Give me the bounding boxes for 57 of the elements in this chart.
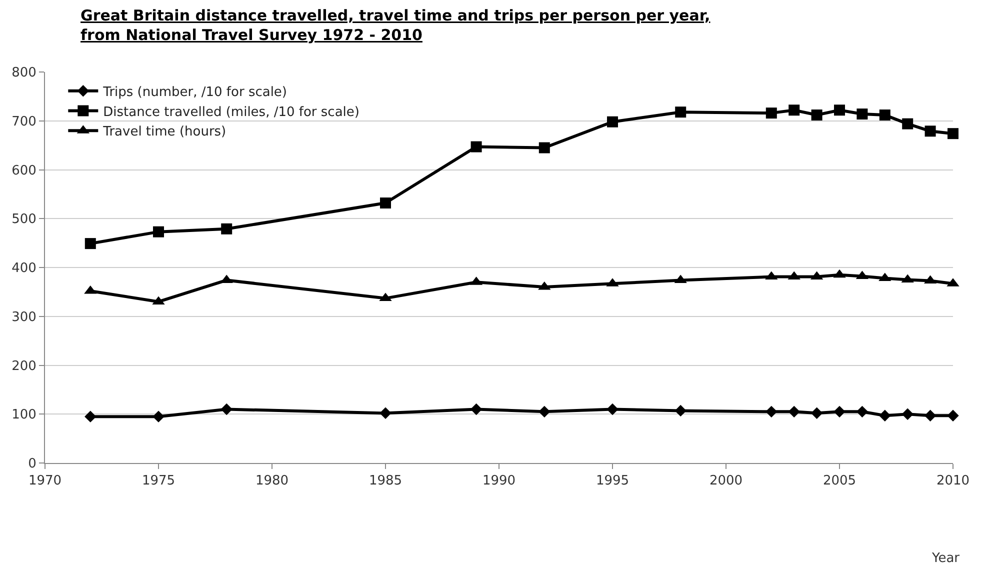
x-axis-title: Year — [931, 551, 960, 566]
y-tick-label: 100 — [12, 408, 36, 423]
x-tick-label: 1990 — [482, 474, 516, 489]
point — [220, 403, 232, 416]
point — [470, 403, 482, 416]
point — [380, 407, 392, 419]
point — [152, 410, 164, 422]
x-tick-label: 2000 — [709, 474, 743, 489]
y-tick-label: 400 — [12, 261, 36, 276]
legend-label: Distance travelled (miles, /10 for scale) — [103, 104, 360, 120]
x-tick-label: 1970 — [28, 474, 62, 489]
point — [674, 404, 686, 417]
point — [902, 118, 914, 130]
point — [470, 141, 482, 152]
point — [902, 408, 914, 420]
point — [153, 226, 164, 238]
point — [947, 410, 959, 422]
y-tick-label: 700 — [12, 114, 36, 130]
point — [788, 406, 800, 418]
point — [948, 128, 958, 140]
point — [607, 116, 618, 128]
x-tick-label: 1985 — [368, 474, 402, 489]
point — [84, 410, 96, 422]
point — [810, 407, 823, 419]
y-tick-label: 0 — [28, 456, 36, 472]
point — [924, 410, 936, 422]
y-tick-label: 800 — [12, 66, 36, 81]
legend-label: Travel time (hours) — [102, 124, 226, 140]
x-tick-label: 2010 — [936, 474, 970, 489]
point — [879, 110, 890, 121]
chart-title: Great Britain distance travelled, travel time and trips per person per year, from National Travel Survey 1972 - 2010 — [80, 6, 710, 44]
point — [221, 223, 232, 234]
y-tick-label: 500 — [12, 212, 36, 228]
y-tick-label: 300 — [12, 310, 36, 325]
point — [675, 106, 686, 118]
x-tick-label: 2005 — [822, 474, 856, 489]
point — [766, 406, 778, 418]
point — [538, 142, 550, 154]
point — [606, 403, 618, 416]
point — [924, 126, 936, 137]
y-tick-label: 200 — [12, 358, 36, 374]
point — [856, 108, 868, 120]
x-tick-label: 1980 — [255, 474, 289, 489]
point — [84, 238, 96, 250]
point — [834, 104, 845, 116]
point — [856, 406, 868, 418]
legend-label: Trips (number, /10 for scale) — [102, 84, 288, 100]
y-tick-label: 600 — [12, 163, 36, 178]
point — [834, 406, 846, 418]
x-tick-label: 1975 — [142, 474, 176, 489]
point — [538, 406, 550, 418]
point — [879, 410, 891, 422]
point — [380, 197, 391, 208]
point — [766, 108, 777, 119]
point — [811, 110, 822, 121]
x-tick-label: 1995 — [596, 474, 630, 489]
point — [788, 104, 800, 116]
